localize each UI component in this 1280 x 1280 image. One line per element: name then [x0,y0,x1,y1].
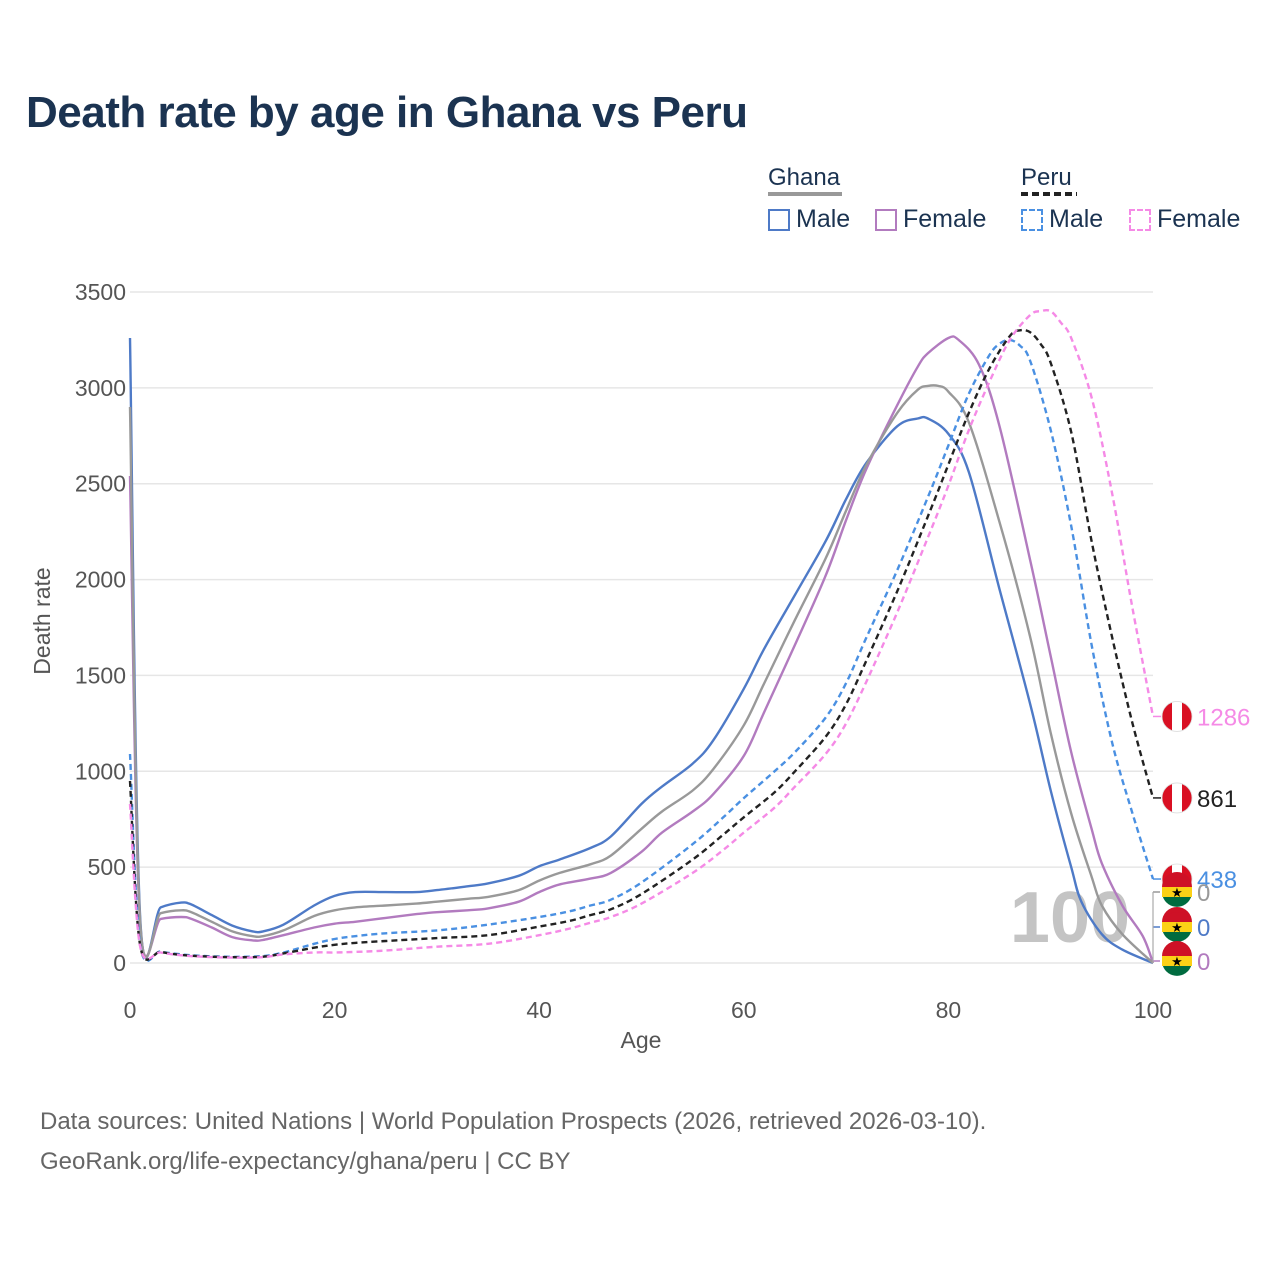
x-tick-label: 0 [124,997,137,1023]
source-line: Data sources: United Nations | World Pop… [40,1108,987,1135]
legend-label-peru-male: Male [1049,205,1104,233]
flag-ghana-icon-male: ★ [1162,907,1192,942]
legend-swatch-ghana-male [768,208,790,231]
legend-label-peru-female: Female [1157,205,1241,233]
x-tick-label: 100 [1134,997,1172,1023]
y-tick-label: 3500 [75,279,126,305]
series-line-peru-male[interactable] [128,338,1155,963]
legend-label-ghana-female: Female [903,205,987,233]
svg-text:★: ★ [1171,920,1183,935]
legend-swatch-peru-male [1021,208,1043,231]
y-tick-label: 0 [113,950,126,976]
y-tick-label: 500 [88,854,126,880]
flag-peru-icon-both [1161,782,1193,814]
legend-peru-line [1021,192,1077,196]
x-axis: 0 20 40 60 80 100 [124,997,1173,1023]
end-markers: 438 861 1286 ★ 0 ★ 0 ★ 0 [1152,701,1250,976]
end-value-peru-both: 861 [1197,786,1237,813]
y-tick-label: 1000 [75,758,126,784]
legend-ghana-line [768,192,842,196]
end-value-peru-male: 438 [1197,867,1237,894]
legend-group-peru: Peru [1021,164,1072,191]
end-value-ghana-male: 0 [1197,915,1210,942]
legend-item-ghana-male[interactable]: Male [768,205,850,234]
legend-item-peru-male[interactable]: Male [1021,205,1103,234]
legend-swatch-peru-female [1129,208,1151,231]
y-tick-label: 3000 [75,375,126,401]
legend-item-peru-female[interactable]: Female [1129,205,1240,234]
x-tick-label: 40 [526,997,552,1023]
series-line-ghana-female[interactable] [128,335,1155,964]
legend-item-ghana-female[interactable]: Female [875,205,986,234]
end-value-peru-female: 1286 [1197,704,1250,731]
end-value-ghana-female: 0 [1197,949,1210,976]
x-tick-label: 20 [322,997,348,1023]
flag-ghana-icon-female: ★ [1162,941,1192,976]
series-line-peru-female[interactable] [128,308,1155,961]
x-tick-label: 60 [731,997,757,1023]
age-watermark: 100 [1010,878,1130,958]
chart-title: Death rate by age in Ghana vs Peru [26,88,748,137]
x-tick-label: 80 [936,997,962,1023]
series-line-ghana-both[interactable] [128,384,1154,964]
series-lines [128,308,1155,965]
series-line-peru-both[interactable] [128,328,1155,961]
y-axis-label: Death rate [29,567,55,674]
gridlines [130,291,1153,964]
x-axis-label: Age [621,1027,662,1053]
svg-text:★: ★ [1171,954,1183,969]
source-url[interactable]: GeoRank.org/life-expectancy/ghana/peru |… [40,1148,571,1175]
y-axis: 0 500 1000 1500 2000 2500 3000 3500 [75,279,126,976]
flag-peru-icon-female [1161,701,1193,732]
svg-text:★: ★ [1171,885,1183,900]
y-tick-label: 2000 [75,567,126,593]
legend-group-ghana: Ghana [768,164,841,191]
y-tick-label: 1500 [75,662,126,688]
end-value-ghana-both: 0 [1197,880,1210,907]
flag-ghana-icon-both: ★ [1162,872,1192,907]
y-tick-label: 2500 [75,471,126,497]
legend-swatch-ghana-female [875,208,897,231]
legend-label-ghana-male: Male [796,205,851,233]
series-line-ghana-male[interactable] [128,337,1154,965]
